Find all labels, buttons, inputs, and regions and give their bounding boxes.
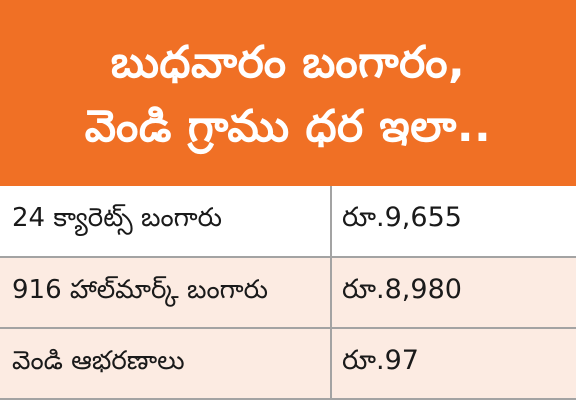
item-price: రూ.9,655	[330, 186, 576, 258]
item-name: 916 హాల్‌మార్క్ బంగారు	[0, 256, 332, 329]
table-row: వెండి ఆభరణాలు రూ.97	[0, 327, 576, 400]
item-name: వెండి ఆభరణాలు	[0, 327, 332, 400]
table-row: 916 హాల్‌మార్క్ బంగారు రూ.8,980	[0, 256, 576, 329]
item-name: 24 క్యారెట్స్ బంగారు	[0, 186, 332, 258]
price-table: 24 క్యారెట్స్ బంగారు రూ.9,655 916 హాల్‌మ…	[0, 186, 576, 400]
table-row: 24 క్యారెట్స్ బంగారు రూ.9,655	[0, 186, 576, 258]
headline-line-1: బుధవారం బంగారం,	[110, 37, 466, 88]
headline-line-2: వెండి గ్రాము ధర ఇలా..	[84, 101, 492, 152]
headline-banner: బుధవారం బంగారం, వెండి గ్రాము ధర ఇలా..	[0, 0, 576, 186]
item-price: రూ.8,980	[330, 256, 576, 329]
item-price: రూ.97	[330, 327, 576, 400]
